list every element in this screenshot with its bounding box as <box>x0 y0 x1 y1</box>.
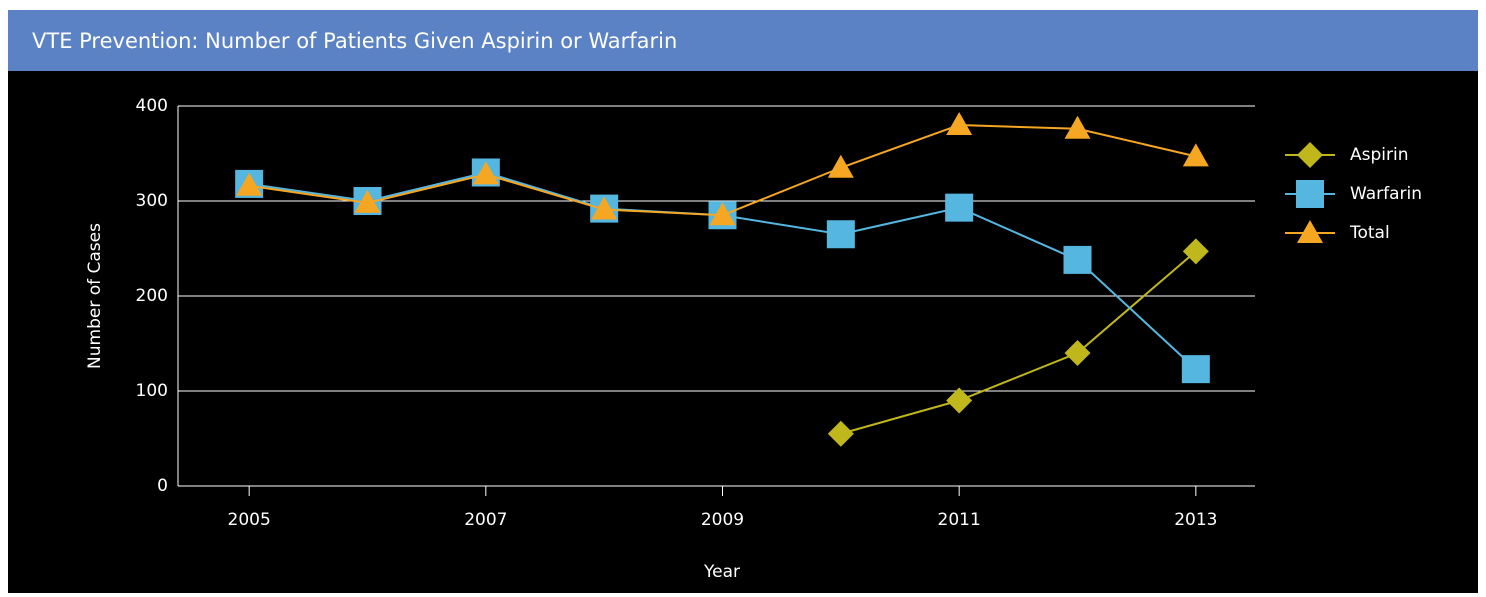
marker <box>946 387 973 414</box>
x-tick-label: 2005 <box>228 510 271 530</box>
legend-label: Warfarin <box>1350 184 1422 204</box>
series-line <box>840 250 1197 435</box>
marker <box>1182 238 1209 265</box>
marker <box>946 112 973 135</box>
marker <box>1063 245 1092 274</box>
y-tick-label: 100 <box>136 381 168 401</box>
chart-title: VTE Prevention: Number of Patients Given… <box>32 29 677 53</box>
marker <box>827 420 854 447</box>
y-tick-label: 200 <box>136 286 168 306</box>
header <box>8 10 1478 71</box>
y-tick-label: 300 <box>136 191 168 211</box>
x-tick-label: 2011 <box>938 510 981 530</box>
marker <box>709 202 736 226</box>
legend-marker <box>1297 220 1323 243</box>
marker <box>1182 143 1209 167</box>
marker <box>827 154 854 178</box>
marker <box>591 196 618 220</box>
legend-label: Aspirin <box>1350 145 1409 165</box>
x-tick-label: 2009 <box>701 510 744 530</box>
marker <box>354 189 381 213</box>
marker <box>236 172 263 196</box>
legend-marker <box>1297 142 1323 168</box>
x-axis-label: Year <box>703 562 740 582</box>
marker <box>472 161 499 185</box>
marker <box>1064 115 1091 139</box>
marker <box>1064 340 1091 366</box>
marker <box>1181 355 1210 384</box>
marker <box>826 220 855 249</box>
x-tick-label: 2013 <box>1174 510 1217 530</box>
background <box>8 10 1478 593</box>
marker <box>945 193 974 222</box>
legend-label: Total <box>1349 223 1390 243</box>
y-axis-label: Number of Cases <box>85 223 105 369</box>
y-tick-label: 400 <box>136 96 168 116</box>
x-tick-label: 2007 <box>464 510 507 530</box>
y-tick-label: 0 <box>157 476 168 496</box>
legend-marker <box>1296 180 1324 208</box>
